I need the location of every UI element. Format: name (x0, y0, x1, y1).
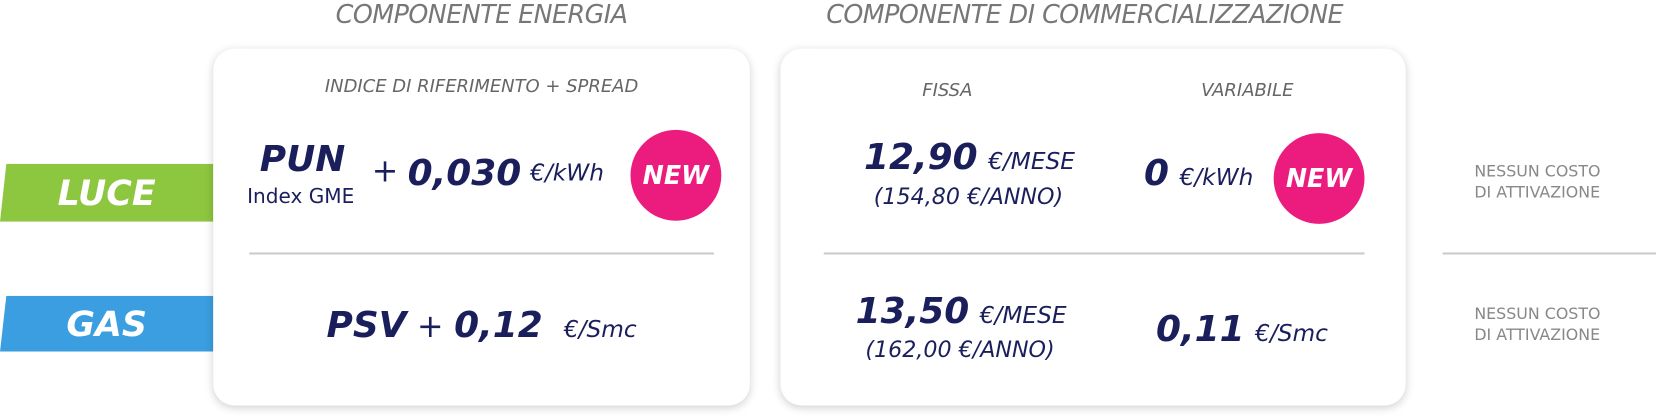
variable-price: 0 €/kWh (1144, 152, 1253, 194)
gas-energy: PSV + 0,12 €/Smc (327, 304, 637, 346)
activation-note: NESSUN COSTO DI ATTIVAZIONE (1474, 161, 1600, 203)
energy-card (213, 48, 750, 406)
text-line: NESSUN COSTO (1474, 161, 1601, 181)
index-name: PUN (259, 138, 346, 181)
header: COMPONENTE ENERGIA (335, 0, 628, 30)
new-badge: NEW (630, 129, 722, 221)
header: COMPONENTE DI COMMERCIALIZZAZIONE (826, 0, 1344, 30)
fixed-price: 13,50 €/MESE (856, 290, 1067, 332)
index-note: Index GME (247, 184, 355, 209)
card-subtitle: INDICE DI RIFERIMENTO + SPREAD (324, 76, 639, 98)
price: 13,50 (855, 290, 970, 333)
new-badge: NEW (1273, 133, 1365, 224)
row-label: GAS (0, 295, 214, 352)
fixed-year: (154,80 €/ANNO) (873, 183, 1064, 210)
unit: €/kWh (530, 160, 604, 187)
unit: €/Smc (563, 316, 637, 344)
commercial-card (780, 48, 1406, 406)
index-name: PSV (326, 304, 407, 347)
unit: €/MESE (979, 303, 1067, 330)
activation-note: NESSUN COSTO DI ATTIVAZIONE (1474, 303, 1600, 345)
divider (823, 252, 1365, 255)
text-line: DI ATTIVAZIONE (1474, 182, 1601, 202)
fixed-price: 12,90 €/MESE (864, 136, 1075, 178)
fixed-year: (162,00 €/ANNO) (865, 336, 1055, 363)
spread: 0,12 (454, 304, 543, 347)
plus: + (417, 308, 444, 346)
text-line: DI ATTIVAZIONE (1474, 325, 1601, 345)
plus: + (371, 153, 399, 191)
unit: €/kWh (1179, 164, 1254, 192)
column-header: VARIABILE (1201, 80, 1294, 102)
price: 0 (1144, 152, 1170, 195)
unit: €/MESE (988, 148, 1075, 176)
text-line: NESSUN COSTO (1474, 304, 1601, 324)
variable-price: 0,11 €/Smc (1156, 308, 1328, 350)
price: 0,11 (1156, 308, 1245, 351)
divider (1442, 252, 1656, 255)
column-header: FISSA (922, 80, 973, 102)
row-label: LUCE (0, 163, 214, 222)
divider (249, 252, 714, 255)
spread: 0,030 (407, 152, 522, 195)
price: 12,90 (864, 136, 978, 179)
unit: €/Smc (1255, 321, 1328, 348)
